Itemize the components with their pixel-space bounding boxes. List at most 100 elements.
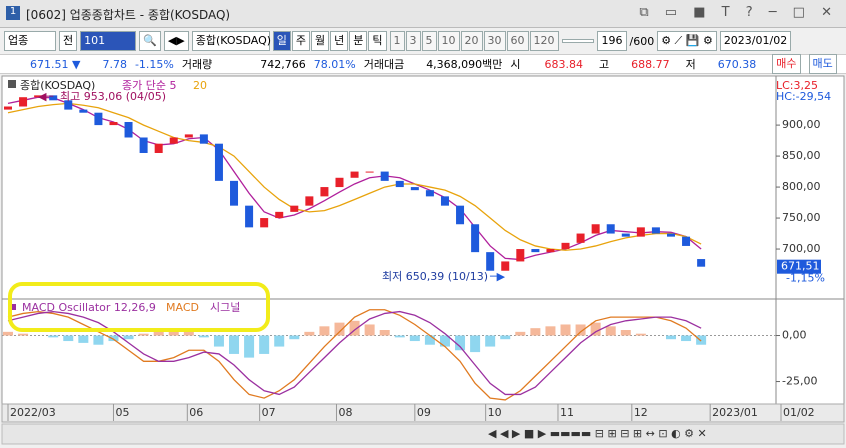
candle bbox=[561, 242, 570, 250]
x-tick-label: 08 bbox=[338, 406, 352, 419]
oscillator-bar bbox=[244, 335, 255, 358]
oscillator-bar bbox=[304, 331, 315, 336]
window-controls[interactable]: ⧉ ▭ ■ T ? ─ □ ✕ bbox=[639, 5, 838, 20]
buy-button[interactable]: 매수 bbox=[772, 54, 801, 74]
candle bbox=[169, 137, 178, 144]
candle bbox=[214, 143, 223, 181]
oscillator-bar bbox=[424, 335, 435, 345]
count-input[interactable]: 196 bbox=[596, 31, 627, 51]
oscillator-bar bbox=[394, 335, 405, 338]
y-tick-label: 0,00 bbox=[782, 329, 807, 342]
oscillator-bar bbox=[3, 331, 13, 336]
oscillator-bar bbox=[681, 335, 692, 342]
oscillator-bar bbox=[334, 322, 345, 336]
candle bbox=[94, 112, 103, 126]
legend-item: 20 bbox=[193, 79, 207, 92]
open: 683.84 bbox=[544, 57, 584, 71]
minute-button[interactable]: 20 bbox=[460, 31, 483, 51]
candle bbox=[49, 95, 58, 101]
oscillator-bar bbox=[470, 335, 481, 353]
minute-button[interactable]: 30 bbox=[483, 31, 506, 51]
oscillator-bar bbox=[138, 333, 149, 336]
change: 7.78 bbox=[102, 57, 127, 71]
period-button[interactable]: 일 bbox=[272, 31, 291, 51]
low-arrow: ─▶ bbox=[489, 270, 506, 283]
code-input[interactable]: 101 bbox=[80, 31, 137, 51]
period-button[interactable]: 주 bbox=[291, 31, 310, 51]
high-note: 최고 953,06 (04/05) bbox=[60, 90, 166, 103]
candle bbox=[79, 109, 88, 113]
market-select[interactable]: 업종 bbox=[4, 31, 56, 51]
oscillator-bar bbox=[379, 330, 390, 336]
oscillator-bar bbox=[696, 335, 707, 345]
oscillator-bar bbox=[319, 326, 330, 336]
minute-select[interactable] bbox=[561, 39, 594, 43]
candle bbox=[516, 249, 525, 262]
minute-button[interactable]: 5 bbox=[421, 31, 437, 51]
oscillator-bar bbox=[48, 335, 59, 338]
tool-icons[interactable]: ⚙ ⟋ 💾 ⚙ bbox=[657, 31, 717, 51]
candle bbox=[606, 224, 615, 234]
x-tick-label: 06 bbox=[189, 406, 203, 419]
oscillator-bar bbox=[590, 322, 601, 336]
title-bar: 1 [0602] 업종종합차트 - 종합(KOSDAQ) ⧉ ▭ ■ T ? ─… bbox=[0, 0, 846, 28]
candle bbox=[245, 205, 254, 228]
candle bbox=[305, 196, 314, 206]
x-axis-bar bbox=[1, 403, 845, 423]
oscillator-bar bbox=[665, 335, 676, 340]
oscillator-bar bbox=[605, 326, 616, 336]
candle bbox=[636, 227, 645, 237]
legend-box bbox=[10, 304, 16, 310]
minute-button[interactable]: 120 bbox=[529, 31, 559, 51]
chart-frame bbox=[1, 75, 845, 405]
period-button[interactable]: 년 bbox=[330, 31, 349, 51]
period-button[interactable]: 분 bbox=[349, 31, 368, 51]
minute-button[interactable]: 1 bbox=[389, 31, 405, 51]
x-tick-label: 2022/03 bbox=[10, 406, 56, 419]
candle bbox=[124, 122, 133, 138]
candle bbox=[486, 252, 495, 271]
all-button[interactable]: 전 bbox=[59, 31, 78, 51]
candle bbox=[290, 205, 299, 212]
y-tick-label: 900,00 bbox=[782, 118, 821, 131]
candle bbox=[4, 106, 12, 110]
period-button[interactable]: 틱 bbox=[368, 31, 387, 51]
oscillator-bar bbox=[455, 335, 466, 351]
candle bbox=[666, 233, 675, 237]
candle bbox=[621, 233, 630, 237]
sell-button[interactable]: 매도 bbox=[808, 54, 837, 74]
minute-button[interactable]: 10 bbox=[437, 31, 460, 51]
series-line bbox=[7, 309, 702, 401]
scroll-controls[interactable]: ◀ ◀ ▶ ■ ▶ ▬▬▬▬ ⊟ ⊞ ⊟ ⊞ ↔ ⊡ ◐ ⚙ ✕ bbox=[488, 427, 707, 440]
oscillator-bar bbox=[274, 335, 285, 347]
oscillator-bar bbox=[560, 324, 571, 336]
candle bbox=[260, 218, 269, 228]
candle bbox=[64, 100, 73, 110]
candle bbox=[275, 211, 284, 219]
low-note: 최저 650,39 (10/13) bbox=[382, 270, 488, 283]
amount-label: 거래대금 bbox=[363, 58, 405, 71]
prev-next[interactable]: ◀▶ bbox=[163, 31, 189, 51]
oscillator-bar bbox=[364, 324, 375, 336]
last-price-label: 671,51 bbox=[781, 260, 820, 273]
minute-button[interactable]: 3 bbox=[405, 31, 421, 51]
high-arrow: ◀─ bbox=[38, 90, 53, 103]
oscillator-bar bbox=[183, 331, 194, 336]
y-tick-label: 700,00 bbox=[782, 242, 821, 255]
oscillator-bar bbox=[198, 335, 209, 338]
candle bbox=[425, 190, 434, 197]
count-total: /600 bbox=[629, 34, 655, 48]
legend-item: MACD bbox=[166, 301, 199, 314]
candle bbox=[109, 122, 118, 126]
date-input[interactable]: 2023/01/02 bbox=[719, 31, 792, 51]
candle bbox=[19, 97, 28, 107]
x-tick-label: 12 bbox=[634, 406, 648, 419]
period-button[interactable]: 월 bbox=[311, 31, 330, 51]
minute-button[interactable]: 60 bbox=[506, 31, 529, 51]
candle bbox=[154, 143, 163, 153]
oscillator-bar bbox=[93, 335, 104, 345]
candle bbox=[395, 180, 404, 188]
oscillator-bar bbox=[439, 335, 450, 347]
search-button[interactable]: 🔍 bbox=[139, 31, 161, 51]
